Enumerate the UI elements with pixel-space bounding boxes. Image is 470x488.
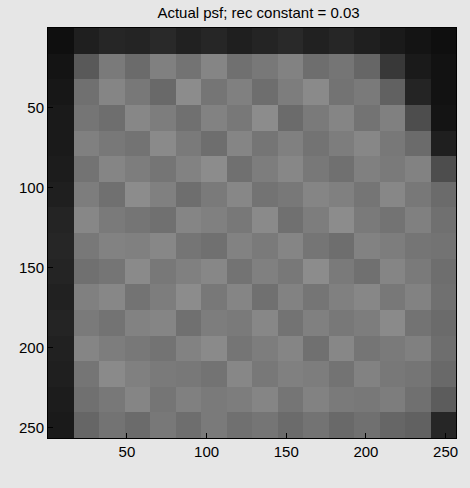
svg-text:100: 100	[194, 443, 219, 460]
svg-text:150: 150	[274, 443, 299, 460]
svg-text:200: 200	[353, 443, 378, 460]
svg-text:50: 50	[27, 99, 44, 116]
svg-text:200: 200	[19, 339, 44, 356]
svg-text:250: 250	[433, 443, 458, 460]
svg-text:150: 150	[19, 259, 44, 276]
svg-text:Actual psf; rec constant = 0.0: Actual psf; rec constant = 0.03	[157, 4, 359, 21]
svg-text:50: 50	[119, 443, 136, 460]
svg-text:250: 250	[19, 419, 44, 436]
svg-text:100: 100	[19, 179, 44, 196]
